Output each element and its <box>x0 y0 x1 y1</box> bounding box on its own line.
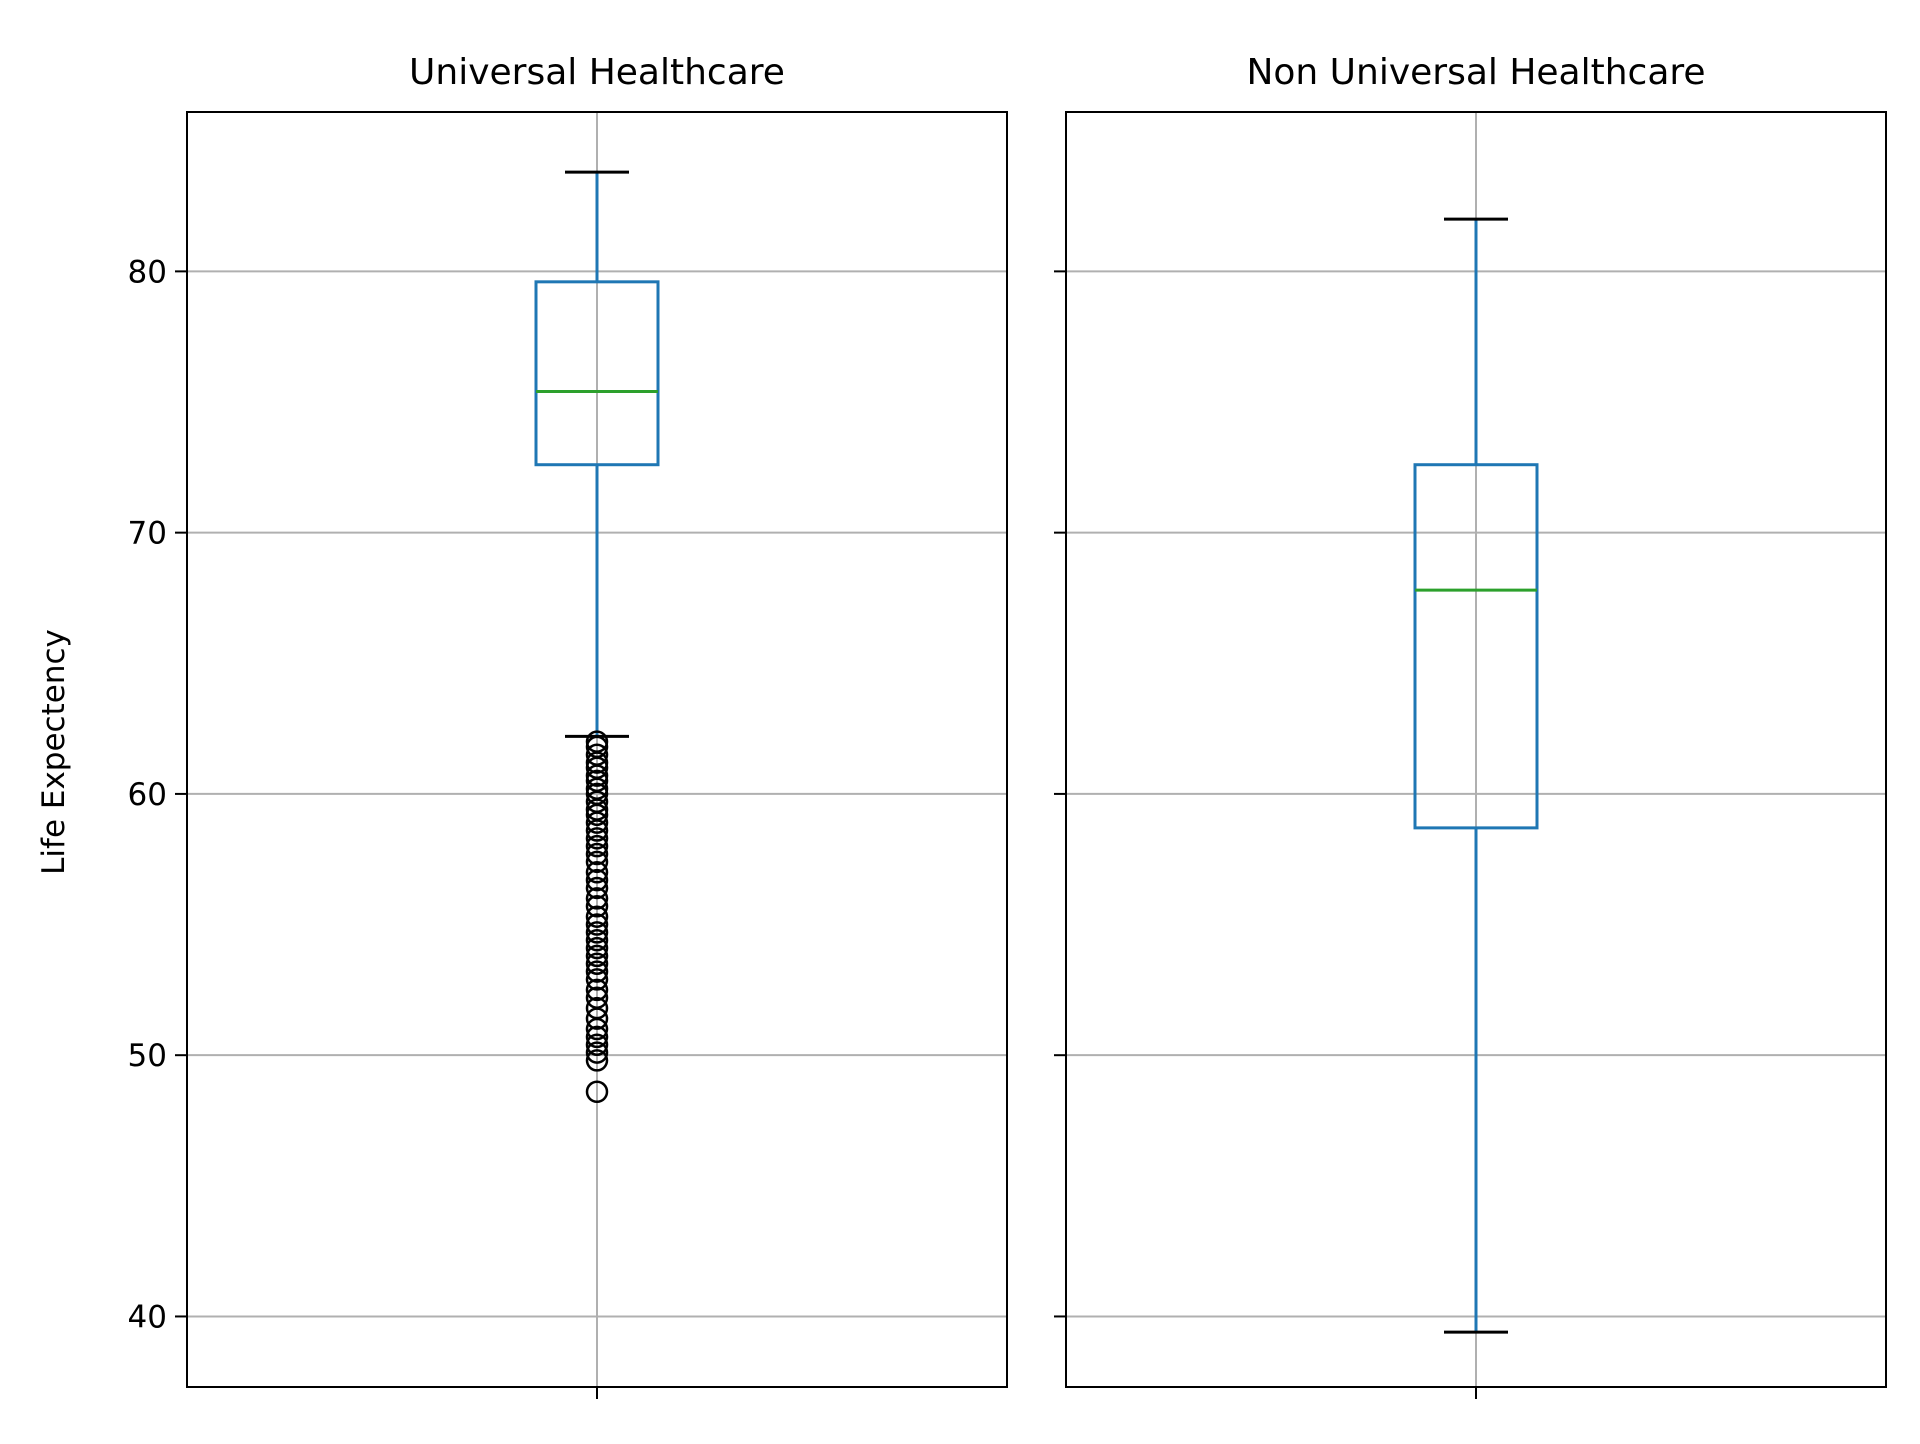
outlier-point <box>585 876 609 900</box>
outlier-point <box>585 944 609 968</box>
outlier-point <box>585 1080 609 1104</box>
outlier-point <box>585 868 609 892</box>
outlier-point <box>585 764 609 787</box>
outlier-point <box>585 751 609 774</box>
axes-frame <box>1065 111 1887 1388</box>
outlier-point <box>585 913 609 936</box>
outlier-point <box>585 819 609 842</box>
outlier-point <box>585 1049 609 1072</box>
y-axis-label: Life Expectency <box>36 629 72 875</box>
outlier-point <box>585 905 609 928</box>
outlier-point <box>585 861 609 884</box>
outlier-point <box>585 1033 609 1056</box>
outlier-point <box>585 968 609 991</box>
iqr-box <box>534 280 660 467</box>
panel-title: Non Universal Healthcare <box>1246 52 1705 93</box>
outlier-point <box>585 1025 609 1049</box>
outlier-point <box>585 827 609 850</box>
y-tick-label: 60 <box>128 777 167 813</box>
panel-1: Universal Healthcare 40 50 60 70 80 <box>128 52 1008 1399</box>
outlier-point <box>585 887 609 910</box>
outlier-point <box>585 803 609 827</box>
outlier-point <box>585 928 609 952</box>
outlier-point <box>585 1017 609 1041</box>
y-tick-label: 80 <box>128 254 167 290</box>
outlier-point <box>585 978 609 1002</box>
y-tick-label: 70 <box>128 516 167 552</box>
outlier-point <box>585 850 609 874</box>
outlier-point <box>585 1041 609 1064</box>
outlier-point <box>585 921 609 944</box>
outlier-point <box>585 842 609 866</box>
panel-2: Non Universal Healthcare <box>1054 52 1887 1399</box>
y-tick-label: 40 <box>128 1299 167 1335</box>
outlier-point <box>585 1007 609 1030</box>
axes-frame <box>186 111 1008 1388</box>
outlier-point <box>585 936 609 960</box>
panel-title: Universal Healthcare <box>409 52 785 93</box>
iqr-box <box>1413 463 1539 830</box>
y-tick-label: 50 <box>128 1038 167 1074</box>
outlier-point <box>585 895 609 918</box>
outlier-point <box>585 811 609 834</box>
outlier-point <box>585 960 609 983</box>
outlier-point <box>585 834 609 858</box>
outlier-point <box>585 952 609 975</box>
